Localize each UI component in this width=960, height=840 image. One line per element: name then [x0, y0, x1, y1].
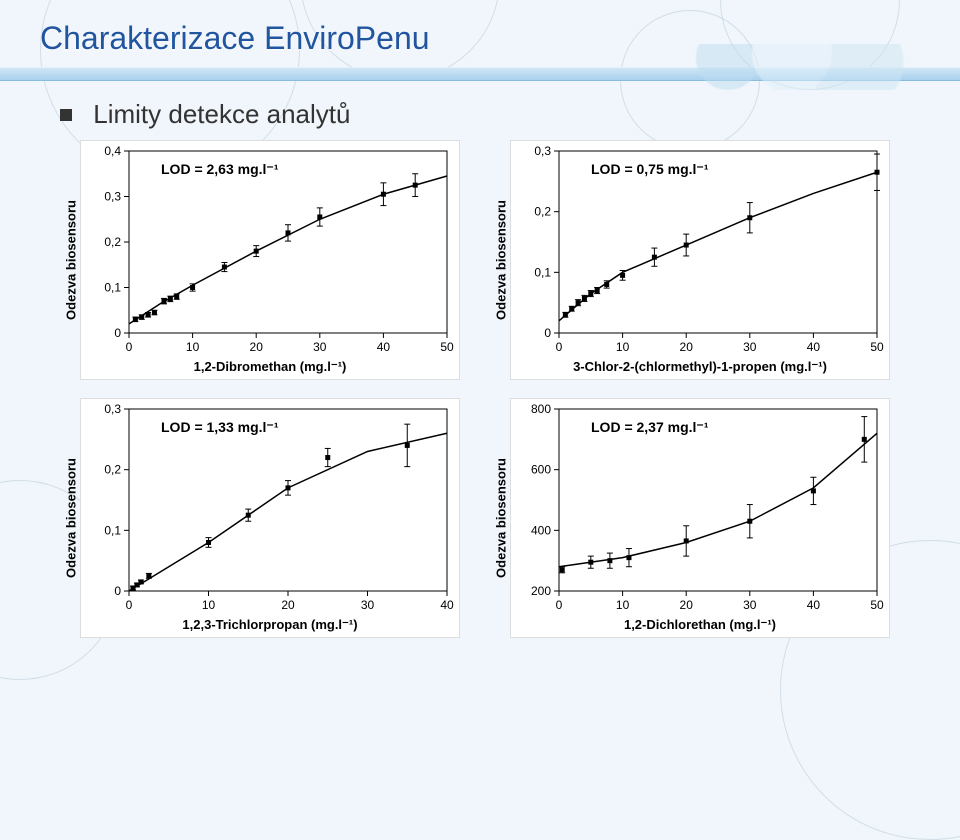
svg-text:30: 30 — [313, 340, 327, 354]
divider-bar — [0, 67, 960, 81]
svg-text:20: 20 — [250, 340, 264, 354]
chart-panel-2: 01020304000,10,20,3Odezva biosensoru1,2,… — [80, 398, 460, 638]
svg-text:30: 30 — [361, 598, 375, 612]
lod-label: LOD = 2,37 mg.l⁻¹ — [591, 419, 708, 436]
svg-text:40: 40 — [807, 340, 821, 354]
svg-text:20: 20 — [680, 598, 694, 612]
svg-text:0,4: 0,4 — [104, 144, 121, 158]
x-axis-label: 1,2-Dibromethan (mg.l⁻¹) — [81, 359, 459, 375]
chart-grid: 0 10 20 30 40 50 0 0,1 0,2 0,3 0,4 Odezva biosensor… — [0, 130, 960, 658]
svg-text:40: 40 — [377, 340, 391, 354]
x-axis-label: 1,2,3-Trichlorpropan (mg.l⁻¹) — [81, 617, 459, 633]
svg-text:600: 600 — [531, 463, 551, 477]
y-axis-label: Odezva biosensoru — [494, 200, 509, 320]
svg-text:50: 50 — [870, 598, 884, 612]
svg-text:40: 40 — [807, 598, 821, 612]
y-axis-label: Odezva biosensoru — [64, 200, 79, 320]
svg-text:20: 20 — [680, 340, 694, 354]
bullet-icon — [60, 109, 72, 121]
lod-label: LOD = 1,33 mg.l⁻¹ — [161, 419, 278, 436]
chart-panel-0: 0102030405000,10,20,30,4Odezva biosensor… — [80, 140, 460, 380]
y-axis-label: Odezva biosensoru — [64, 458, 79, 578]
svg-text:50: 50 — [870, 340, 884, 354]
svg-text:200: 200 — [531, 584, 551, 598]
svg-text:800: 800 — [531, 402, 551, 416]
x-axis-label: 1,2-Dichlorethan (mg.l⁻¹) — [511, 617, 889, 633]
svg-text:0,2: 0,2 — [104, 463, 121, 477]
svg-text:0: 0 — [544, 326, 551, 340]
lod-label: LOD = 0,75 mg.l⁻¹ — [591, 161, 708, 178]
svg-text:0,1: 0,1 — [104, 281, 121, 295]
svg-text:0,1: 0,1 — [534, 265, 551, 279]
lod-label: LOD = 2,63 mg.l⁻¹ — [161, 161, 278, 178]
svg-text:0,3: 0,3 — [104, 402, 121, 416]
svg-text:10: 10 — [616, 598, 630, 612]
svg-text:10: 10 — [616, 340, 630, 354]
svg-text:0: 0 — [114, 326, 121, 340]
svg-text:0,3: 0,3 — [534, 144, 551, 158]
svg-text:50: 50 — [440, 340, 454, 354]
chart-panel-3: 01020304050200400600800Odezva biosensoru… — [510, 398, 890, 638]
svg-text:0,2: 0,2 — [104, 235, 121, 249]
svg-text:0: 0 — [126, 340, 133, 354]
svg-text:0: 0 — [114, 584, 121, 598]
chart-panel-1: 0102030405000,10,20,3Odezva biosensoru3-… — [510, 140, 890, 380]
slide: Charakterizace EnviroPenu Limity detekce… — [0, 0, 960, 658]
svg-text:0: 0 — [556, 340, 563, 354]
svg-text:30: 30 — [743, 598, 757, 612]
svg-text:0,2: 0,2 — [534, 205, 551, 219]
svg-text:40: 40 — [440, 598, 454, 612]
subtitle-text: Limity detekce analytů — [93, 99, 350, 129]
svg-text:10: 10 — [186, 340, 200, 354]
svg-text:0: 0 — [556, 598, 563, 612]
svg-text:30: 30 — [743, 340, 757, 354]
subtitle-row: Limity detekce analytů — [0, 89, 960, 130]
svg-text:400: 400 — [531, 523, 551, 537]
svg-text:0,3: 0,3 — [104, 190, 121, 204]
svg-text:10: 10 — [202, 598, 216, 612]
x-axis-label: 3-Chlor-2-(chlormethyl)-1-propen (mg.l⁻¹… — [511, 359, 889, 375]
svg-text:20: 20 — [281, 598, 295, 612]
svg-text:0,1: 0,1 — [104, 523, 121, 537]
svg-text:0: 0 — [126, 598, 133, 612]
y-axis-label: Odezva biosensoru — [494, 458, 509, 578]
